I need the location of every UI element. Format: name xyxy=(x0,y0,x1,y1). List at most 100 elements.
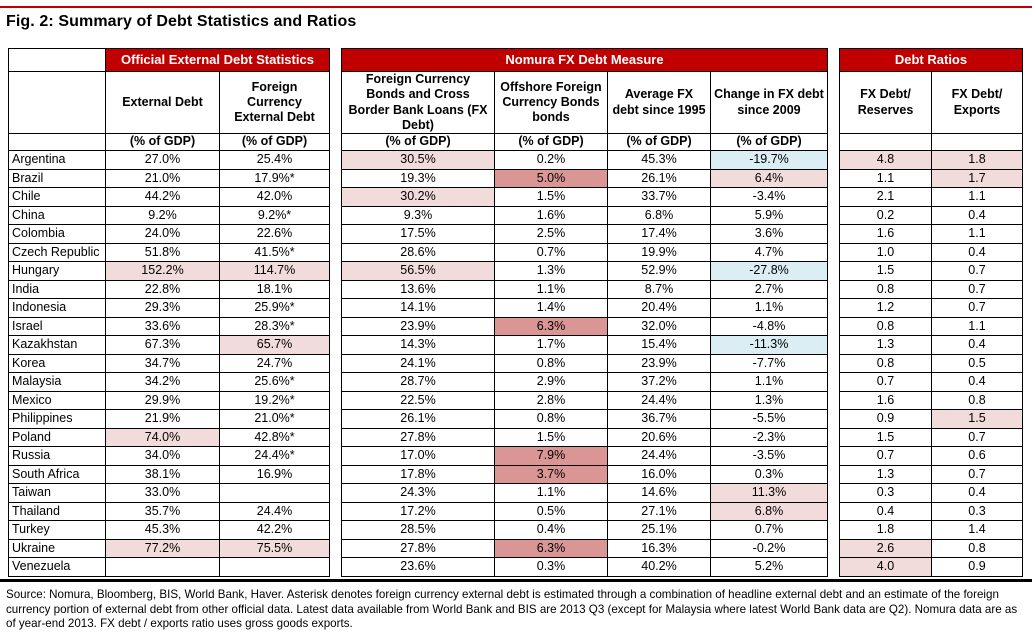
cell: 25.1% xyxy=(607,520,711,540)
column-header: FX Debt/ Reserves xyxy=(839,71,932,134)
cell: 0.4 xyxy=(931,483,1023,503)
cell: 0.7 xyxy=(931,261,1023,281)
cell: 1.1% xyxy=(710,372,828,392)
column-gap xyxy=(329,483,342,502)
cell: 5.9% xyxy=(710,205,828,225)
column-gap xyxy=(827,409,840,428)
column-gap xyxy=(329,133,342,151)
cell: -3.4% xyxy=(710,187,828,207)
row-label: Philippines xyxy=(8,409,106,429)
cell: 29.9% xyxy=(105,390,220,410)
cell: 0.8 xyxy=(839,279,932,299)
column-gap xyxy=(827,372,840,391)
table-row: Israel 33.6% 28.3%* 23.9% 6.3% 32.0% -4.8% 0.8 1… xyxy=(8,316,1023,336)
column-gap xyxy=(329,428,342,447)
column-gap xyxy=(329,243,342,262)
cell: 27.8% xyxy=(341,538,495,558)
cell: 16.0% xyxy=(607,464,711,484)
cell: 0.7% xyxy=(710,520,828,540)
row-label: Colombia xyxy=(8,224,106,244)
cell: 1.1% xyxy=(494,483,608,503)
column-gap xyxy=(329,48,342,72)
bottom-black-rule xyxy=(0,579,1032,582)
table-row: Venezuela 23.6% 0.3% 40.2% 5.2% 4.0 0.9 xyxy=(8,557,1023,577)
table-row: Mexico 29.9% 19.2%* 22.5% 2.8% 24.4% 1.3% 1.6 0.… xyxy=(8,390,1023,410)
table-row: Korea 34.7% 24.7% 24.1% 0.8% 23.9% -7.7% 0.8 0.5 xyxy=(8,353,1023,373)
table-row: China 9.2% 9.2%* 9.3% 1.6% 6.8% 5.9% 0.2 0.4 xyxy=(8,205,1023,225)
cell: 33.0% xyxy=(105,483,220,503)
cell: 52.9% xyxy=(607,261,711,281)
row-label: Venezuela xyxy=(8,557,106,577)
cell: 37.2% xyxy=(607,372,711,392)
cell: 29.3% xyxy=(105,298,220,318)
cell: 38.1% xyxy=(105,464,220,484)
cell: 9.3% xyxy=(341,205,495,225)
cell: 51.8% xyxy=(105,242,220,262)
cell: 17.8% xyxy=(341,464,495,484)
cell xyxy=(219,483,330,503)
cell: 24.0% xyxy=(105,224,220,244)
cell: 5.2% xyxy=(710,557,828,577)
row-label: Korea xyxy=(8,353,106,373)
cell: 114.7% xyxy=(219,261,330,281)
cell: 24.4% xyxy=(607,446,711,466)
cell xyxy=(219,557,330,577)
cell: 24.3% xyxy=(341,483,495,503)
cell: 0.7 xyxy=(931,298,1023,318)
table-row: Poland 74.0% 42.8%* 27.8% 1.5% 20.6% -2.3% 1.5 0… xyxy=(8,427,1023,447)
cell: 1.7% xyxy=(494,335,608,355)
cell: 41.5%* xyxy=(219,242,330,262)
cell: 25.6%* xyxy=(219,372,330,392)
cell: 22.8% xyxy=(105,279,220,299)
cell: 1.8 xyxy=(839,520,932,540)
cell: 1.4 xyxy=(931,520,1023,540)
cell: 1.1 xyxy=(931,224,1023,244)
cell: 0.3 xyxy=(931,501,1023,521)
column-gap xyxy=(329,206,342,225)
column-gap xyxy=(827,502,840,521)
cell: 0.4 xyxy=(931,205,1023,225)
cell: 0.8% xyxy=(494,353,608,373)
cell: 36.7% xyxy=(607,409,711,429)
cell: 4.7% xyxy=(710,242,828,262)
column-gap xyxy=(827,243,840,262)
column-gap xyxy=(329,335,342,354)
cell: 0.4% xyxy=(494,520,608,540)
cell: 45.3% xyxy=(105,520,220,540)
cell: 1.5% xyxy=(494,427,608,447)
corner-cell xyxy=(8,133,106,151)
table-row: Kazakhstan 67.3% 65.7% 14.3% 1.7% 15.4% -11.3%… xyxy=(8,335,1023,355)
row-label: Ukraine xyxy=(8,538,106,558)
cell: 16.9% xyxy=(219,464,330,484)
cell: 13.6% xyxy=(341,279,495,299)
column-gap xyxy=(827,150,840,169)
cell: 74.0% xyxy=(105,427,220,447)
row-label: Argentina xyxy=(8,150,106,170)
cell: 42.8%* xyxy=(219,427,330,447)
table-row: Indonesia 29.3% 25.9%* 14.1% 1.4% 20.4% 1.1% 1.… xyxy=(8,298,1023,318)
cell: 1.1% xyxy=(494,279,608,299)
cell: 1.4% xyxy=(494,298,608,318)
cell: 30.5% xyxy=(341,150,495,170)
column-gap xyxy=(329,354,342,373)
cell: 14.3% xyxy=(341,335,495,355)
column-header: FX Debt/ Exports xyxy=(931,71,1023,134)
cell: 1.1% xyxy=(710,298,828,318)
cell: 1.2 xyxy=(839,298,932,318)
cell: 21.0%* xyxy=(219,409,330,429)
cell: 28.7% xyxy=(341,372,495,392)
cell: 21.9% xyxy=(105,409,220,429)
cell: 56.5% xyxy=(341,261,495,281)
cell: 1.6 xyxy=(839,390,932,410)
cell: 23.6% xyxy=(341,557,495,577)
cell: 20.6% xyxy=(607,427,711,447)
cell: 17.4% xyxy=(607,224,711,244)
cell: 9.2%* xyxy=(219,205,330,225)
cell: 23.9% xyxy=(607,353,711,373)
cell: 2.1 xyxy=(839,187,932,207)
cell: 1.5% xyxy=(494,187,608,207)
cell: 1.5 xyxy=(839,261,932,281)
cell: -4.8% xyxy=(710,316,828,336)
debt-statistics-table-wrap: Official External Debt Statistics Nomura… xyxy=(8,48,1023,577)
cell: -7.7% xyxy=(710,353,828,373)
